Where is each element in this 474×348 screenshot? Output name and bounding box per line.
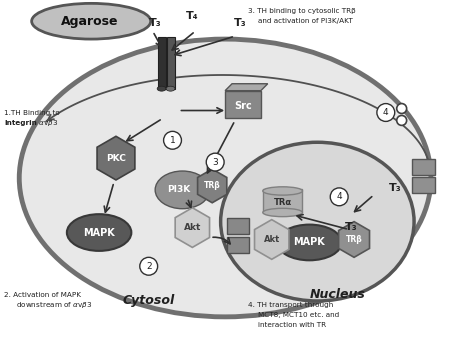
FancyBboxPatch shape: [166, 37, 174, 89]
Text: 4: 4: [337, 192, 342, 201]
Polygon shape: [97, 136, 135, 180]
Text: T₃: T₃: [234, 18, 246, 28]
FancyBboxPatch shape: [227, 218, 249, 234]
Ellipse shape: [155, 171, 210, 209]
Ellipse shape: [166, 86, 175, 91]
FancyBboxPatch shape: [158, 37, 165, 89]
Polygon shape: [225, 84, 268, 91]
Text: Akt: Akt: [264, 235, 280, 244]
Ellipse shape: [157, 86, 166, 91]
Circle shape: [397, 116, 407, 125]
Text: T₄: T₄: [186, 11, 199, 21]
Circle shape: [330, 188, 348, 206]
Polygon shape: [338, 222, 370, 257]
Text: TRβ: TRβ: [346, 235, 363, 244]
FancyBboxPatch shape: [263, 189, 302, 213]
FancyBboxPatch shape: [411, 177, 436, 193]
Text: 4: 4: [383, 108, 389, 117]
Text: 2. Activation of MAPK: 2. Activation of MAPK: [4, 292, 81, 298]
FancyBboxPatch shape: [411, 159, 436, 175]
Ellipse shape: [67, 214, 131, 251]
Circle shape: [140, 257, 158, 275]
Polygon shape: [175, 208, 210, 247]
Circle shape: [206, 153, 224, 171]
Text: MCT8, MCT10 etc. and: MCT8, MCT10 etc. and: [258, 312, 339, 318]
Polygon shape: [198, 169, 227, 203]
Circle shape: [397, 104, 407, 113]
Text: T₃: T₃: [388, 183, 401, 193]
Text: and activation of PI3K/AKT: and activation of PI3K/AKT: [258, 18, 353, 24]
FancyBboxPatch shape: [225, 91, 261, 118]
Text: Cytosol: Cytosol: [123, 294, 175, 308]
Text: MAPK: MAPK: [293, 237, 325, 247]
Ellipse shape: [263, 208, 302, 217]
Circle shape: [164, 131, 182, 149]
Circle shape: [377, 104, 395, 121]
Ellipse shape: [19, 39, 431, 317]
Text: 1.TH Binding to: 1.TH Binding to: [4, 110, 60, 117]
Text: Agarose: Agarose: [61, 15, 118, 28]
Text: Nucleus: Nucleus: [309, 287, 365, 301]
Ellipse shape: [220, 142, 414, 301]
Text: T₃: T₃: [149, 18, 162, 28]
Text: 3. TH binding to cytosolic TRβ: 3. TH binding to cytosolic TRβ: [248, 8, 356, 14]
Ellipse shape: [32, 3, 151, 39]
Text: TRβ: TRβ: [204, 181, 220, 190]
Text: Src: Src: [234, 101, 252, 111]
Polygon shape: [255, 220, 289, 259]
Text: Akt: Akt: [183, 223, 201, 232]
Text: MAPK: MAPK: [83, 228, 115, 238]
Text: T₃: T₃: [345, 222, 357, 231]
Text: interaction with TR: interaction with TR: [258, 322, 326, 328]
Ellipse shape: [277, 224, 342, 260]
Text: PI3K: PI3K: [167, 185, 190, 195]
Text: PKC: PKC: [106, 153, 126, 163]
Text: 3: 3: [212, 158, 218, 167]
Text: 2: 2: [146, 262, 152, 271]
Text: Integrin: Integrin: [4, 120, 37, 126]
Text: TRα: TRα: [273, 198, 292, 207]
Text: 1: 1: [170, 136, 175, 145]
Text: downstream of $\alpha$v$\beta$3: downstream of $\alpha$v$\beta$3: [16, 300, 92, 310]
Ellipse shape: [263, 187, 302, 195]
Text: $\mathit{\alpha}$v$\mathit{\beta}$3: $\mathit{\alpha}$v$\mathit{\beta}$3: [36, 118, 58, 128]
Text: 4. TH transport through: 4. TH transport through: [248, 302, 333, 308]
FancyBboxPatch shape: [227, 237, 249, 253]
